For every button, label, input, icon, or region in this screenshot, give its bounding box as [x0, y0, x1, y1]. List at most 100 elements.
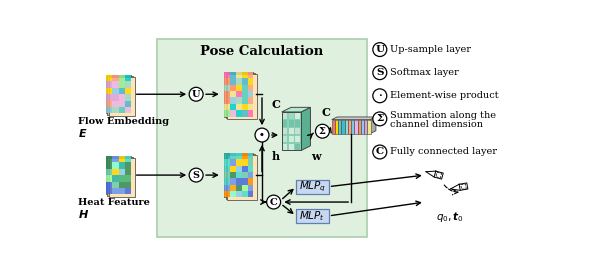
- Bar: [106, 101, 112, 107]
- Bar: [247, 72, 254, 78]
- Bar: [247, 166, 254, 172]
- Text: w: w: [311, 151, 321, 162]
- Circle shape: [373, 112, 387, 126]
- Bar: [224, 178, 230, 185]
- Circle shape: [255, 128, 269, 142]
- Bar: [125, 107, 131, 113]
- Bar: [289, 113, 294, 119]
- Bar: [119, 181, 125, 188]
- Text: $MLP_q$: $MLP_q$: [299, 180, 326, 194]
- Polygon shape: [282, 107, 311, 112]
- Bar: [236, 178, 242, 185]
- Bar: [125, 75, 131, 81]
- Bar: [224, 153, 230, 159]
- Bar: [230, 110, 236, 117]
- Text: h: h: [272, 151, 280, 162]
- Text: Σ: Σ: [376, 115, 384, 123]
- Polygon shape: [108, 157, 133, 196]
- Circle shape: [316, 124, 330, 138]
- Bar: [106, 75, 112, 81]
- Bar: [106, 107, 112, 113]
- Text: Up-sample layer: Up-sample layer: [390, 45, 471, 54]
- Bar: [230, 97, 236, 104]
- Bar: [247, 191, 254, 197]
- Text: Fully connected layer: Fully connected layer: [390, 147, 497, 156]
- Text: C: C: [321, 107, 330, 118]
- Bar: [112, 188, 119, 194]
- Bar: [283, 144, 288, 150]
- Bar: [125, 181, 131, 188]
- Bar: [112, 101, 119, 107]
- Text: S: S: [193, 171, 199, 180]
- Bar: [354, 120, 358, 134]
- Bar: [242, 178, 247, 185]
- Bar: [106, 88, 112, 94]
- Bar: [295, 128, 300, 134]
- Polygon shape: [224, 72, 254, 117]
- Polygon shape: [106, 75, 131, 113]
- Bar: [125, 156, 131, 162]
- Bar: [242, 159, 247, 166]
- Bar: [119, 162, 125, 169]
- Bar: [236, 72, 242, 78]
- Bar: [236, 78, 242, 85]
- Text: U: U: [192, 90, 201, 99]
- Text: Element-wise product: Element-wise product: [390, 91, 499, 100]
- Bar: [224, 159, 230, 166]
- Text: $MLP_t$: $MLP_t$: [299, 209, 325, 223]
- Bar: [230, 153, 236, 159]
- Bar: [236, 166, 242, 172]
- Text: Summation along the: Summation along the: [390, 110, 496, 119]
- Bar: [224, 97, 230, 104]
- Text: ·: ·: [378, 91, 382, 100]
- Bar: [283, 128, 288, 134]
- Bar: [342, 120, 345, 134]
- Bar: [247, 85, 254, 91]
- Bar: [242, 78, 247, 85]
- Polygon shape: [301, 107, 311, 150]
- Bar: [112, 75, 119, 81]
- Polygon shape: [226, 73, 255, 118]
- Bar: [224, 185, 230, 191]
- Bar: [106, 181, 112, 188]
- Bar: [119, 188, 125, 194]
- Bar: [332, 120, 335, 134]
- Polygon shape: [108, 76, 133, 115]
- Polygon shape: [226, 154, 255, 199]
- Bar: [125, 175, 131, 181]
- Bar: [236, 104, 242, 110]
- Bar: [236, 110, 242, 117]
- Bar: [247, 153, 254, 159]
- Bar: [295, 120, 300, 126]
- Bar: [283, 136, 288, 142]
- Text: C: C: [376, 147, 384, 156]
- Bar: [230, 166, 236, 172]
- Text: Pose Calculation: Pose Calculation: [201, 45, 323, 58]
- Bar: [351, 120, 354, 134]
- Bar: [247, 78, 254, 85]
- Bar: [338, 120, 342, 134]
- Bar: [230, 91, 236, 97]
- Bar: [224, 191, 230, 197]
- Bar: [112, 107, 119, 113]
- Bar: [289, 144, 294, 150]
- Text: $q_0, \boldsymbol{t}_0$: $q_0, \boldsymbol{t}_0$: [435, 210, 463, 224]
- Bar: [242, 104, 247, 110]
- Bar: [364, 120, 367, 134]
- Polygon shape: [370, 117, 376, 134]
- Bar: [224, 104, 230, 110]
- Bar: [358, 120, 361, 134]
- Bar: [242, 85, 247, 91]
- Bar: [247, 172, 254, 178]
- Bar: [125, 162, 131, 169]
- Bar: [119, 156, 125, 162]
- Circle shape: [373, 145, 387, 159]
- Bar: [106, 81, 112, 88]
- Bar: [247, 110, 254, 117]
- Bar: [112, 175, 119, 181]
- Bar: [283, 113, 288, 119]
- Circle shape: [373, 66, 387, 80]
- Bar: [224, 172, 230, 178]
- Polygon shape: [227, 155, 257, 200]
- Polygon shape: [282, 112, 301, 150]
